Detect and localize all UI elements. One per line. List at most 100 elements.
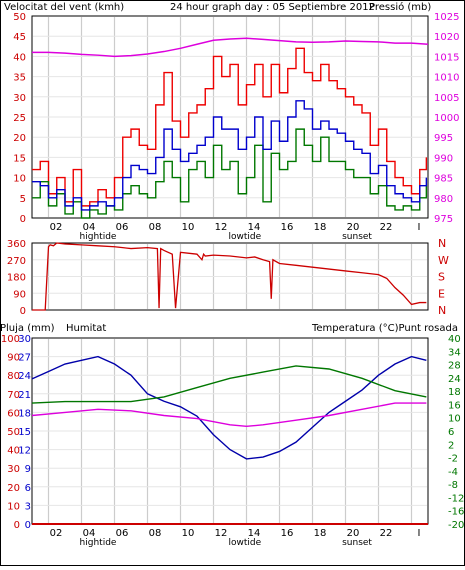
temperature-tick-label: 10 — [448, 414, 461, 425]
hour-tick-label: 02 — [50, 528, 63, 539]
temperature-tick-label: -8 — [448, 480, 458, 491]
wind-axis-label: Velocitat del vent (kmh) — [4, 2, 124, 13]
pressure-tick-label: 980 — [434, 194, 453, 205]
pressure-tick-label: 1020 — [434, 32, 459, 43]
rain-tick-label: 30 — [18, 334, 31, 345]
hour-tick-label: 08 — [149, 528, 162, 539]
chart-panels: 0510152025303540455097598098599099510001… — [1, 12, 464, 548]
direction-tick-label: 180 — [7, 273, 26, 284]
temperature-tick-label: -12 — [448, 493, 464, 504]
hour-tick-label: I — [418, 222, 421, 233]
tide-label: sunset — [342, 232, 372, 242]
wind-speed-tick-label: 20 — [13, 133, 26, 144]
pressure-tick-label: 1015 — [434, 52, 459, 63]
rain-tick-label: 9 — [25, 464, 31, 475]
rain-axis-label: Pluja (mm) — [0, 323, 55, 334]
temperature-tick-label: 24 — [448, 374, 461, 385]
temperature-tick-label: 6 — [448, 427, 454, 438]
direction-tick-label: 270 — [7, 256, 26, 267]
dewpoint-series — [31, 402, 427, 428]
rain-humidity-tick-label: 40 — [7, 446, 20, 457]
temperature-series — [31, 365, 427, 404]
hour-tick-label: 12 — [215, 528, 228, 539]
humidity-series — [31, 355, 427, 460]
wind-speed-tick-label: 35 — [13, 73, 26, 84]
temperature-tick-label: -2 — [448, 454, 458, 465]
compass-label: E — [438, 287, 445, 300]
rain-humidity-tick-label: 60 — [7, 408, 20, 419]
rain-tick-label: 15 — [18, 427, 31, 438]
hour-tick-label: 16 — [281, 222, 294, 233]
temperature-tick-label: 2 — [448, 440, 454, 451]
pressure-tick-label: 990 — [434, 153, 453, 164]
direction-tick-label: 360 — [7, 239, 26, 250]
pressure-tick-label: 1000 — [434, 113, 459, 124]
temperature-tick-label: 28 — [448, 361, 461, 372]
hour-tick-label: 06 — [116, 222, 129, 233]
wind-speed-tick-label: 0 — [20, 214, 26, 225]
temperature-tick-label: -20 — [448, 520, 464, 531]
hour-tick-label: 18 — [314, 528, 327, 539]
tide-label: sunset — [342, 538, 372, 548]
rain-humidity-tick-label: 50 — [7, 427, 20, 438]
pressure-tick-label: 985 — [434, 174, 453, 185]
rain-tick-label: 12 — [18, 446, 31, 457]
rain-tick-label: 27 — [18, 353, 31, 364]
tide-label: hightide — [80, 232, 117, 242]
rain-humidity-tick-label: 90 — [7, 353, 20, 364]
temperature-tick-label: 16 — [448, 400, 461, 411]
rain-humidity-tick-label: 80 — [7, 371, 20, 382]
hour-tick-label: 22 — [380, 222, 393, 233]
hour-tick-label: 22 — [380, 528, 393, 539]
rain-humidity-tick-label: 70 — [7, 390, 20, 401]
temperature-tick-label: 18 — [448, 387, 461, 398]
wind-minimum-series — [32, 128, 428, 219]
rain-humidity-tick-label: 100 — [1, 334, 20, 345]
wind-speed-tick-label: 15 — [13, 153, 26, 164]
rain-humidity-tick-label: 20 — [7, 483, 20, 494]
rain-humidity-tick-label: 0 — [14, 520, 20, 531]
pressure-tick-label: 1010 — [434, 73, 459, 84]
chart-title: 24 hour graph day : 05 Septiembre 2012 — [170, 2, 375, 13]
compass-label: N — [438, 304, 446, 317]
rain-humidity-tick-label: 10 — [7, 501, 20, 512]
hour-tick-label: 08 — [149, 222, 162, 233]
rain-tick-label: 18 — [18, 408, 31, 419]
hour-tick-label: I — [418, 528, 421, 539]
rain-humidity-tick-label: 30 — [7, 464, 20, 475]
hour-tick-label: 10 — [182, 528, 195, 539]
hour-tick-label: 20 — [347, 528, 360, 539]
wind-gust-series — [32, 47, 428, 207]
wind-average-series — [32, 100, 428, 211]
wind-direction-series — [32, 242, 427, 311]
wind-speed-tick-label: 50 — [13, 12, 26, 23]
temperature-tick-label: 34 — [448, 347, 461, 358]
tide-label: lowtide — [229, 538, 262, 548]
hour-tick-label: 06 — [116, 528, 129, 539]
compass-label: W — [438, 254, 449, 267]
rain-tick-label: 6 — [25, 483, 31, 494]
temperature-axis-label: Temperatura (°C)Punt rosada — [311, 323, 458, 334]
hour-tick-label: 18 — [314, 222, 327, 233]
humidity-axis-label: Humitat — [66, 323, 106, 334]
rain-tick-label: 3 — [25, 501, 31, 512]
direction-tick-label: 90 — [13, 289, 26, 300]
wind-speed-tick-label: 10 — [13, 174, 26, 185]
wind-speed-tick-label: 45 — [13, 32, 26, 43]
wind-pressure-series — [32, 37, 429, 58]
temperature-tick-label: 40 — [448, 334, 461, 345]
pressure-tick-label: 1025 — [434, 12, 459, 23]
rain-tick-label: 21 — [18, 390, 31, 401]
pressure-tick-label: 995 — [434, 133, 453, 144]
wind-speed-tick-label: 5 — [20, 194, 26, 205]
hour-tick-label: 14 — [248, 222, 261, 233]
direction-tick-label: 0 — [20, 306, 26, 317]
pressure-tick-label: 1005 — [434, 93, 459, 104]
temperature-tick-label: -16 — [448, 507, 464, 518]
hour-tick-label: 20 — [347, 222, 360, 233]
hour-tick-label: 14 — [248, 528, 261, 539]
pressure-axis-label: Pressió (mb) — [369, 1, 431, 13]
wind-speed-tick-label: 25 — [13, 113, 26, 124]
